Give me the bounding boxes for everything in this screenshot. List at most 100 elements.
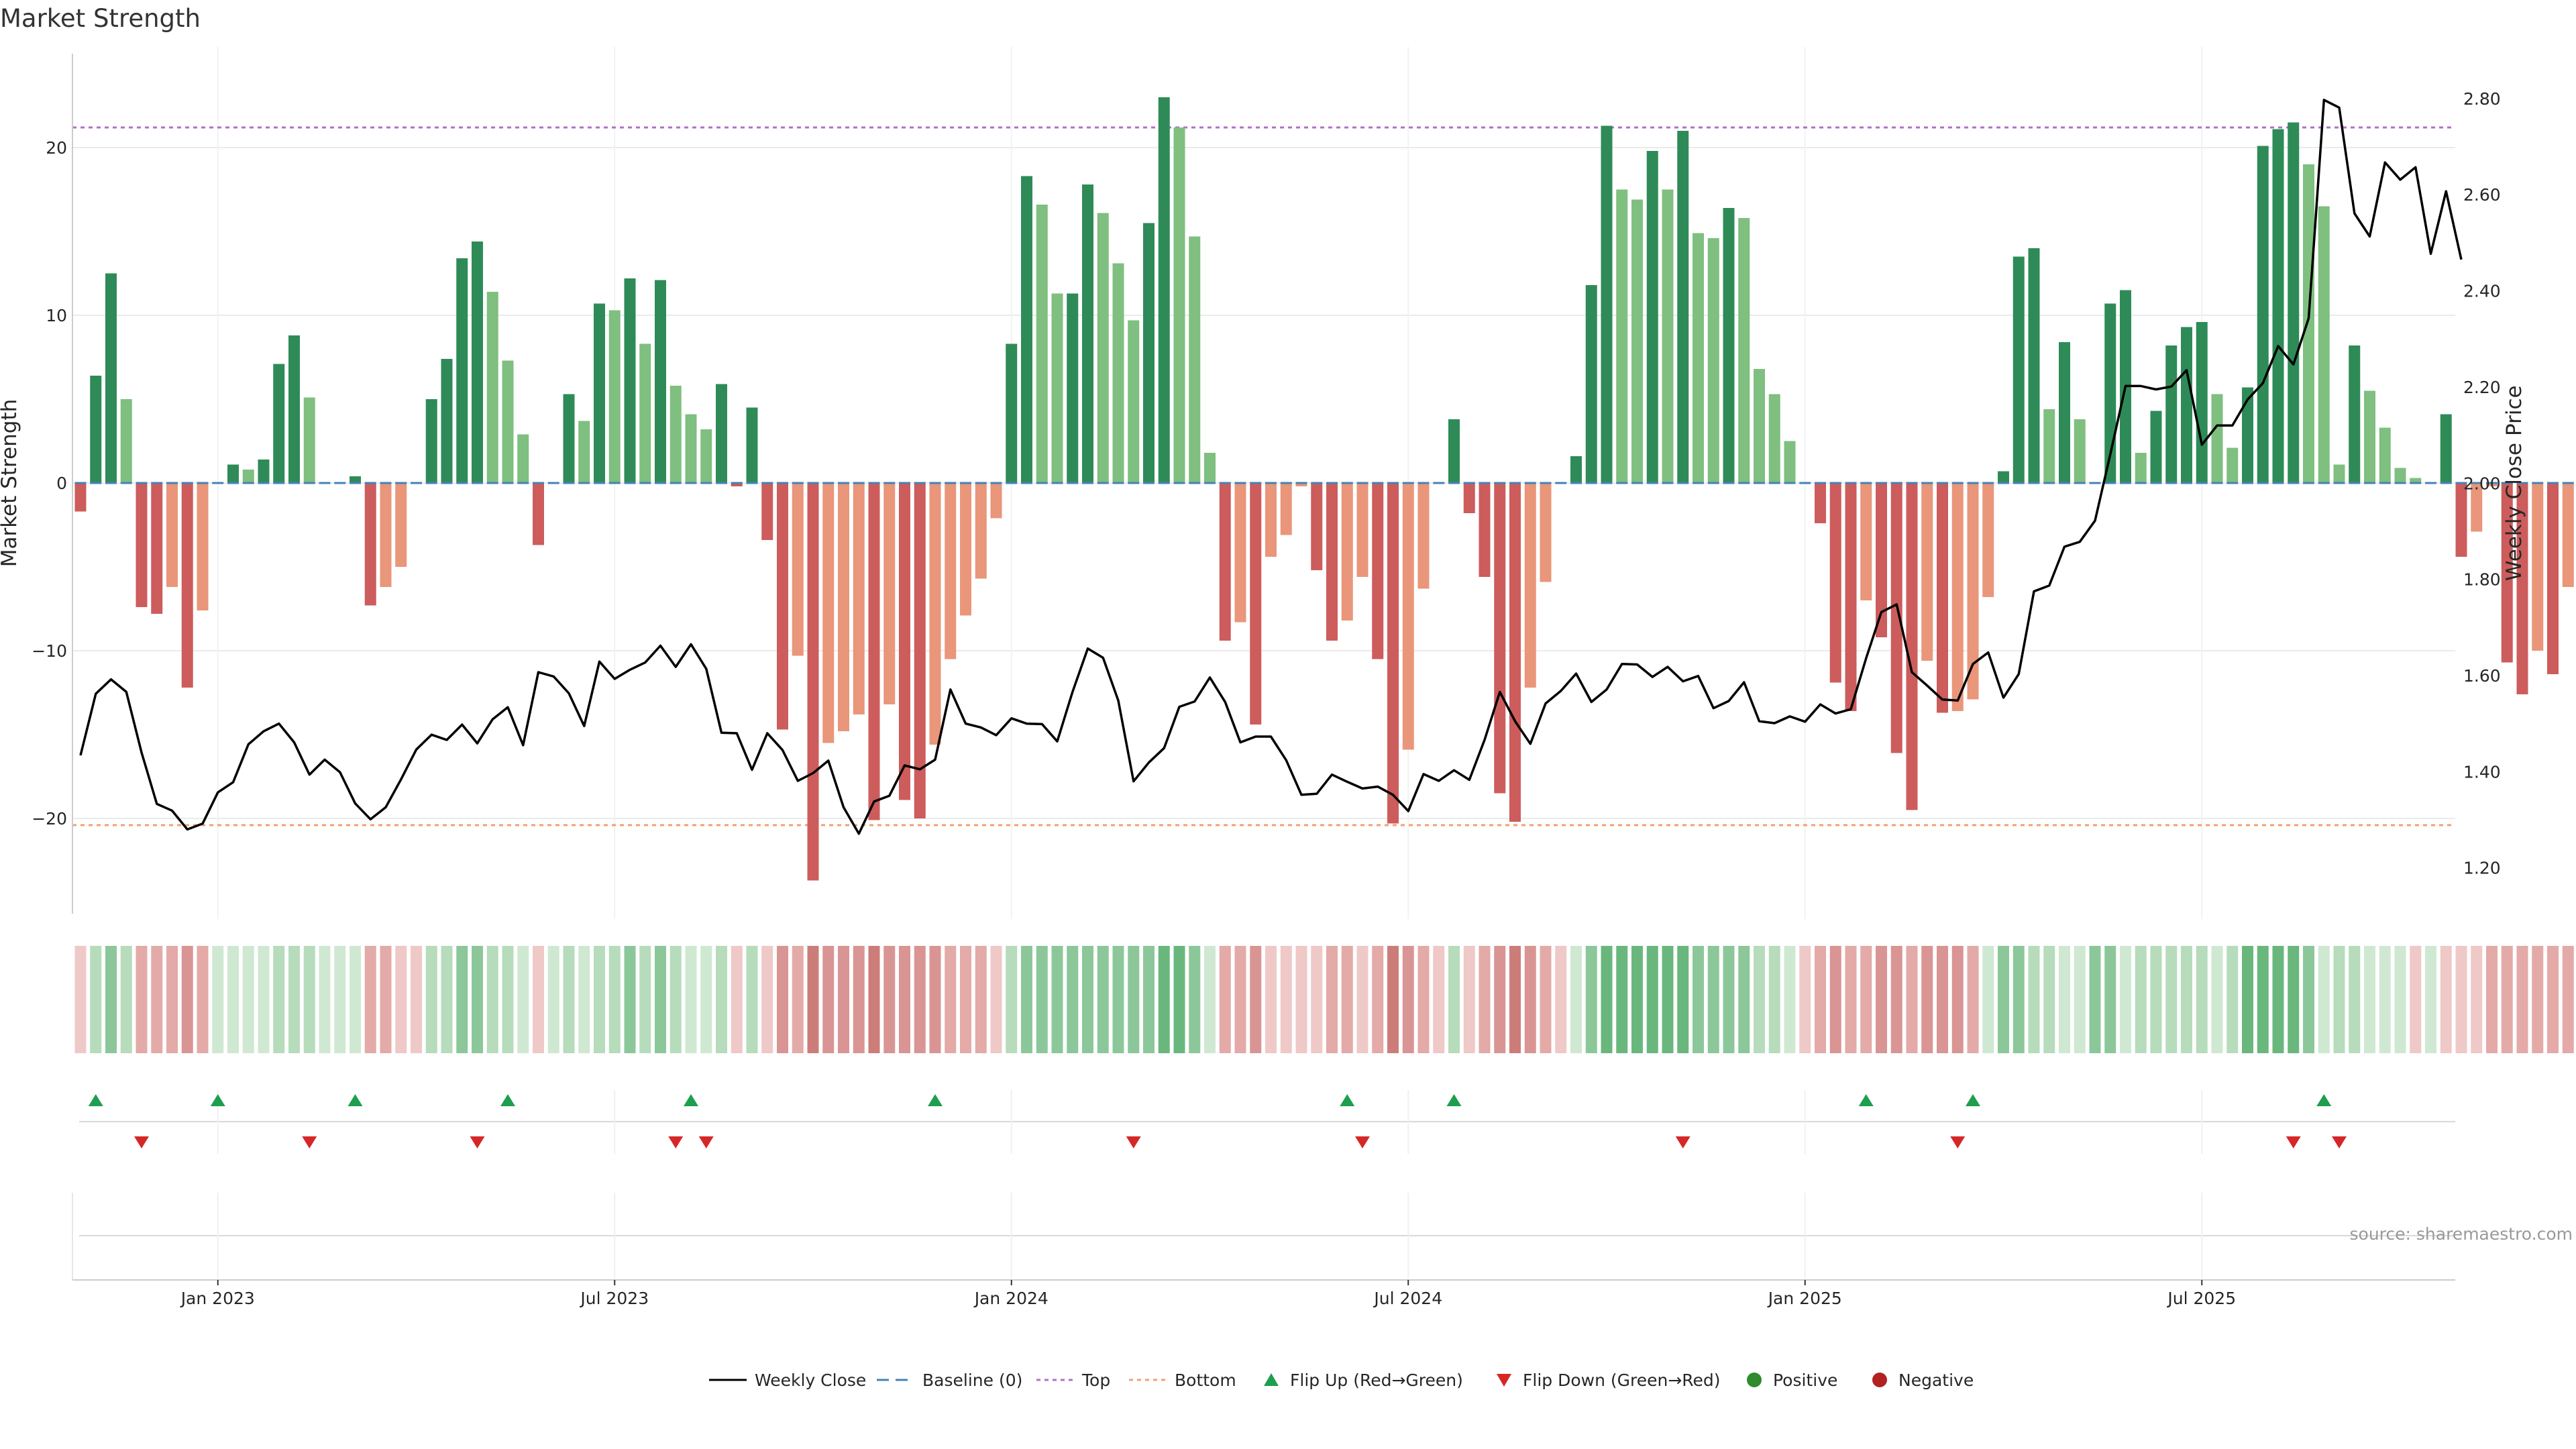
heat-cell <box>533 946 544 1053</box>
strength-bar <box>1982 483 1994 597</box>
y2-tick-label: 2.80 <box>2463 89 2501 109</box>
bottom-panel <box>72 1193 2455 1280</box>
strength-bar <box>258 460 270 483</box>
strength-bar <box>1417 483 1430 589</box>
strength-bar <box>1341 483 1353 621</box>
strength-bar <box>1387 483 1399 824</box>
legend-label: Positive <box>1773 1371 1837 1390</box>
heat-cell <box>624 946 636 1053</box>
strength-bar <box>1570 456 1582 483</box>
strength-bar <box>945 483 957 659</box>
heat-cell <box>1524 946 1536 1053</box>
heat-cell <box>655 946 666 1053</box>
strength-bar <box>1219 483 1231 641</box>
legend-item: Bottom <box>1129 1371 1236 1390</box>
flip-down-marker <box>302 1136 317 1148</box>
strength-bar <box>303 397 315 483</box>
flip-down-marker <box>134 1136 149 1148</box>
heat-cell <box>1189 946 1201 1053</box>
heat-cell <box>2516 946 2528 1053</box>
heat-cell <box>990 946 1002 1053</box>
heat-cell <box>1815 946 1826 1053</box>
heat-cell <box>2364 946 2375 1053</box>
flip-down-marker <box>470 1136 485 1148</box>
legend-label: Negative <box>1898 1371 1974 1390</box>
strength-bar <box>975 483 987 579</box>
strength-bar <box>472 241 483 483</box>
strength-bar <box>395 483 407 567</box>
strength-bar <box>1234 483 1246 623</box>
heat-cell <box>425 946 437 1053</box>
heat-cell <box>2303 946 2314 1053</box>
heat-cell <box>2211 946 2223 1053</box>
strength-bars <box>74 97 2574 881</box>
heat-cell <box>1051 946 1063 1053</box>
strength-bar <box>1067 293 1079 483</box>
flip-up-marker <box>500 1094 515 1106</box>
heat-cell <box>1616 946 1628 1053</box>
strength-bar <box>2288 122 2300 483</box>
strength-bar <box>166 483 178 587</box>
heat-cell <box>2394 946 2406 1053</box>
y-tick-label: −10 <box>32 641 67 661</box>
strength-bar <box>2547 483 2559 674</box>
heat-cell <box>1311 946 1323 1053</box>
heat-cell <box>1998 946 2009 1053</box>
heat-cell <box>1906 946 1918 1053</box>
legend-item: Flip Up (Red→Green) <box>1264 1371 1463 1390</box>
heat-cell <box>2547 946 2559 1053</box>
strength-bar <box>502 360 514 483</box>
strength-bar <box>1906 483 1918 810</box>
flip-panel <box>79 1090 2455 1154</box>
strength-bar <box>746 407 758 483</box>
heat-cell <box>1585 946 1597 1053</box>
strength-bar <box>563 394 575 483</box>
strength-bar <box>1585 285 1597 483</box>
strength-bar <box>242 470 254 483</box>
heat-cell <box>2257 946 2269 1053</box>
strength-bar <box>2455 483 2467 557</box>
heat-cell <box>1448 946 1460 1053</box>
strength-bar <box>1738 218 1750 483</box>
strength-bar <box>1509 483 1521 822</box>
heat-cell <box>1326 946 1338 1053</box>
heat-cell <box>486 946 498 1053</box>
flip-up-marker <box>1966 1094 1980 1106</box>
strength-bar <box>822 483 835 743</box>
heat-cell <box>380 946 392 1053</box>
flip-up-marker <box>1446 1094 1462 1106</box>
heat-cell <box>1662 946 1674 1053</box>
heat-cell <box>1876 946 1887 1053</box>
strength-bar <box>1876 483 1887 637</box>
heat-cell <box>2012 946 2025 1053</box>
heat-cell <box>1295 946 1307 1053</box>
legend-item: Weekly Close <box>709 1371 866 1390</box>
heat-cell <box>1967 946 1979 1053</box>
y-tick-label: 10 <box>46 306 67 325</box>
heat-cell <box>1951 946 1964 1053</box>
heat-cell <box>1799 946 1811 1053</box>
heat-cell <box>1829 946 1841 1053</box>
strength-bar <box>1250 483 1262 724</box>
x-tick-label: Jul 2025 <box>2166 1289 2236 1308</box>
strength-bar <box>1204 453 1216 483</box>
strength-bar <box>425 399 437 483</box>
legend-item: Negative <box>1872 1371 1974 1390</box>
strength-bar <box>792 483 804 656</box>
heat-cell <box>2349 946 2361 1053</box>
heat-cell <box>1158 946 1170 1053</box>
strength-bar <box>2440 414 2452 483</box>
heat-cell <box>2501 946 2513 1053</box>
heat-cell <box>2196 946 2208 1053</box>
y2-tick-label: 1.20 <box>2463 859 2501 878</box>
heat-cell <box>1738 946 1750 1053</box>
heat-cell <box>792 946 804 1053</box>
heat-cell <box>1540 946 1552 1053</box>
strength-bar <box>2196 322 2208 483</box>
heat-cell <box>883 946 896 1053</box>
heat-cell <box>90 946 102 1053</box>
heat-cell <box>975 946 987 1053</box>
heat-cell <box>1479 946 1491 1053</box>
heat-cell <box>2242 946 2253 1053</box>
strength-bar <box>2394 468 2406 483</box>
